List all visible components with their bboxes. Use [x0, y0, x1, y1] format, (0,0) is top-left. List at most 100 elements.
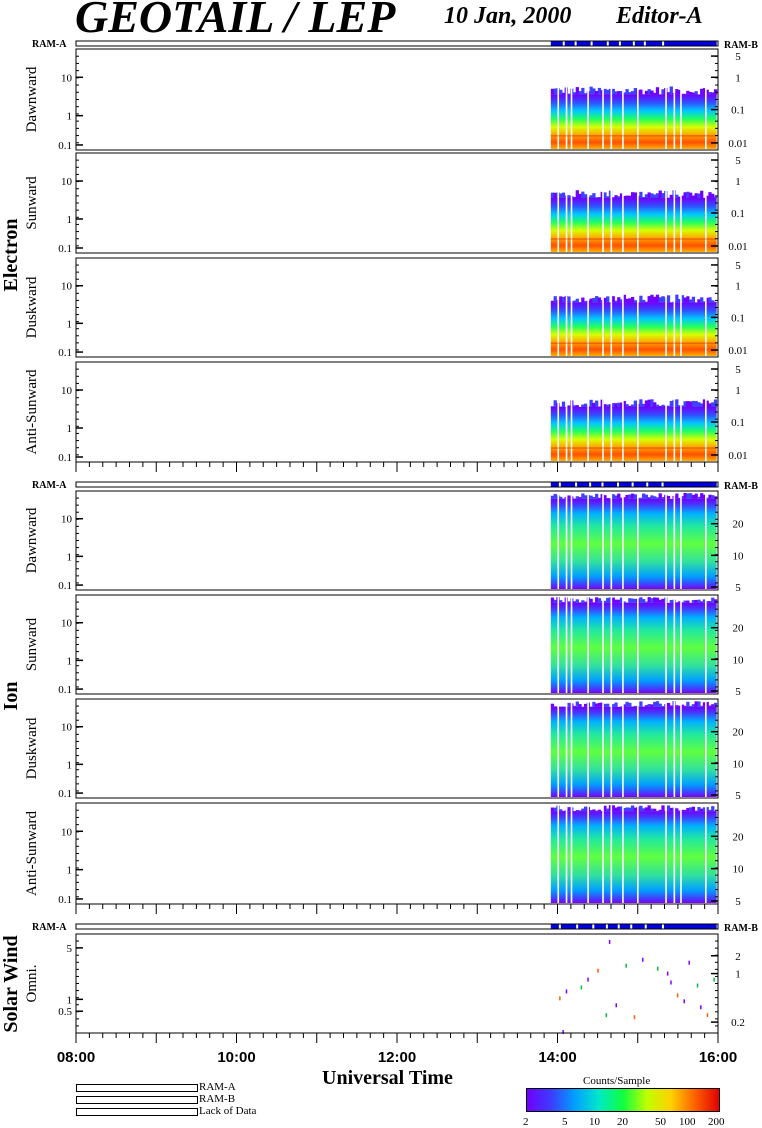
- spectrogram-edge: [581, 808, 585, 812]
- colorbar-tick: 200: [708, 1116, 725, 1128]
- spectrogram-edge: [669, 599, 673, 603]
- spectrogram-edge: [683, 93, 687, 95]
- spectrogram-edge: [697, 193, 701, 198]
- spectrogram-edge: [705, 400, 709, 407]
- spectrogram-edge: [561, 92, 566, 95]
- data-gap: [637, 293, 639, 356]
- spectrogram-edge: [691, 400, 696, 407]
- spectrogram-edge: [597, 702, 602, 707]
- spectrogram-edge: [691, 494, 696, 499]
- spectrogram-data: [550, 706, 717, 797]
- spectrogram-edge: [583, 301, 588, 303]
- data-gap: [665, 293, 667, 356]
- spectrogram-edge: [647, 497, 651, 499]
- spectrogram-edge: [683, 192, 687, 198]
- spectrogram-edge: [578, 704, 582, 707]
- spectrogram-edge: [700, 705, 704, 707]
- spectrogram-edge: [644, 90, 649, 95]
- spectrogram-edge: [711, 495, 715, 499]
- data-gap: [705, 697, 707, 797]
- spectrogram-edge: [708, 705, 712, 707]
- panel-label: Sunward: [24, 617, 40, 671]
- spectrogram-edge: [550, 406, 555, 407]
- spectrogram-edge: [567, 495, 571, 499]
- spectrogram-edge: [578, 91, 582, 95]
- spectrogram-edge: [597, 598, 602, 603]
- data-gap: [622, 489, 624, 589]
- data-gap: [587, 293, 589, 356]
- spectrogram-edge: [700, 403, 704, 407]
- spectrogram-edge: [639, 191, 643, 198]
- spectrogram-edge: [603, 495, 607, 499]
- spectrogram-edge: [642, 808, 646, 812]
- spectrogram-edge: [708, 192, 712, 198]
- spectrogram-edge: [589, 399, 593, 407]
- spectrogram-edge: [705, 297, 709, 303]
- spectrogram-edge: [628, 702, 632, 707]
- spectrogram-edge: [700, 601, 704, 603]
- spectrogram-edge: [559, 496, 563, 499]
- spectrogram-edge: [606, 404, 610, 407]
- x-tick-label: 08:00: [57, 1049, 95, 1066]
- spectrogram-edge: [600, 494, 604, 499]
- spectrogram-edge: [608, 190, 613, 198]
- data-gap: [610, 489, 613, 589]
- spectrogram-edge: [653, 402, 657, 407]
- data-gap: [665, 398, 667, 461]
- data-gap: [622, 398, 624, 461]
- spectrogram-edge: [575, 496, 579, 499]
- data-gap: [570, 489, 573, 589]
- spectrogram-edge: [702, 807, 707, 812]
- data-point: [688, 960, 690, 965]
- spectrogram-edge: [597, 297, 602, 303]
- y-tick-label-left: 0.1: [58, 140, 72, 152]
- spectrogram-edge: [561, 602, 566, 603]
- spectrogram-edge: [619, 402, 624, 407]
- spectrogram-edge: [572, 405, 577, 407]
- data-gap: [602, 293, 604, 356]
- spectrogram-edge: [650, 598, 654, 603]
- spectrogram-edge: [617, 402, 621, 407]
- x-tick-label: 12:00: [378, 1049, 416, 1066]
- spectrogram-edge: [592, 402, 596, 407]
- spectrogram-edge: [597, 87, 602, 95]
- spectrogram-edge: [583, 194, 588, 198]
- spectrogram-edge: [700, 190, 704, 198]
- ram-gap: [618, 41, 621, 46]
- spectrogram-edge: [611, 197, 615, 198]
- spectrogram-edge: [600, 702, 604, 707]
- spectrogram-edge: [691, 704, 696, 707]
- spectrogram-edge: [708, 91, 712, 95]
- ram-gap: [630, 924, 633, 929]
- spectrogram-edge: [597, 497, 602, 499]
- spectrogram-edge: [630, 192, 635, 198]
- spectrogram-edge: [642, 403, 646, 407]
- spectrogram-edge: [697, 299, 701, 303]
- data-gap: [587, 85, 589, 149]
- spectrogram-edge: [708, 494, 712, 499]
- data-gap: [680, 802, 682, 903]
- spectrogram-edge: [628, 195, 632, 198]
- spectrogram-edge: [691, 296, 696, 303]
- data-gap: [637, 489, 639, 589]
- spectrogram-edge: [661, 404, 665, 407]
- spectrogram-edge: [694, 91, 698, 95]
- y-tick-label-right: 5: [735, 51, 741, 63]
- spectrogram-edge: [691, 600, 696, 603]
- data-gap: [565, 697, 568, 797]
- spectrogram-edge: [689, 192, 693, 198]
- spectrogram-edge: [550, 597, 555, 603]
- spectrogram-edge: [642, 599, 646, 603]
- y-tick-label-right: 0.01: [728, 138, 747, 150]
- spectrogram-edge: [675, 602, 679, 603]
- spectrogram-edge: [653, 92, 657, 95]
- spectrogram-edge: [639, 89, 643, 95]
- colorbar-tick: 100: [679, 1116, 696, 1128]
- data-gap: [587, 398, 589, 461]
- spectrogram-edge: [572, 92, 577, 95]
- spectrogram-edge: [625, 494, 629, 499]
- spectrogram-edge: [713, 399, 718, 407]
- spectrogram-edge: [691, 806, 696, 812]
- spectrogram-edge: [702, 301, 707, 303]
- y-tick-label-left: 1: [67, 759, 73, 771]
